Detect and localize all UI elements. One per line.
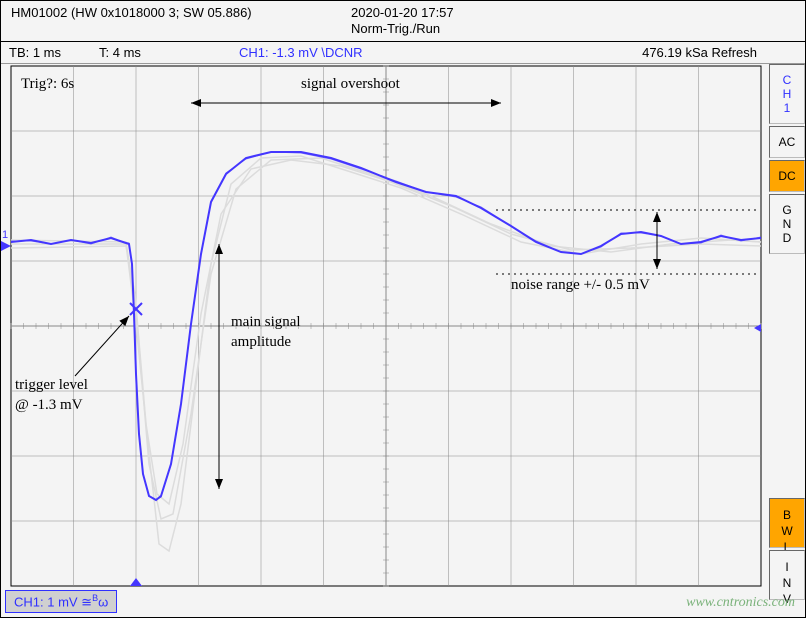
svg-text:1: 1 <box>2 229 8 241</box>
coupling-dc-button[interactable]: DC <box>769 160 805 192</box>
ch1-label[interactable]: C H 1 <box>769 64 805 124</box>
channel-side-controls: C H 1 AC DC G N D B W L I N V <box>769 64 805 602</box>
ch1-footer: CH1: 1 mV ≅Bω <box>5 590 117 613</box>
coupling-gnd-button[interactable]: G N D <box>769 194 805 254</box>
acq-datetime: 2020-01-20 17:57 <box>351 5 454 21</box>
svg-text:trigger level: trigger level <box>15 377 88 393</box>
oscilloscope-plot: 1 Trig?: 6s signal overshoot main signal amp… <box>1 64 769 602</box>
watermark: www.cntronics.com <box>686 595 795 611</box>
plot-svg: 1 Trig?: 6s signal overshoot main signal amp… <box>1 64 769 602</box>
svg-text:amplitude: amplitude <box>231 334 291 350</box>
sample-rate: 476.19 kSa Refresh <box>637 45 797 60</box>
svg-text:noise range +/- 0.5 mV: noise range +/- 0.5 mV <box>511 277 650 293</box>
svg-text:@ -1.3 mV: @ -1.3 mV <box>15 397 83 413</box>
timebase: TB: 1 ms <box>9 45 99 60</box>
time-offset: T: 4 ms <box>99 45 239 60</box>
svg-text:main signal: main signal <box>231 314 301 330</box>
svg-text:Trig?: 6s: Trig?: 6s <box>21 76 74 92</box>
ch1-status: CH1: -1.3 mV \DCNR <box>239 45 439 60</box>
status-bar: TB: 1 ms T: 4 ms CH1: -1.3 mV \DCNR 476.… <box>1 42 805 64</box>
inv-button[interactable]: I N V <box>769 550 805 600</box>
coupling-ac-button[interactable]: AC <box>769 126 805 158</box>
device-id: HM01002 (HW 0x1018000 3; SW 05.886) <box>11 5 351 21</box>
acq-mode: Norm-Trig./Run <box>351 21 454 37</box>
device-header: HM01002 (HW 0x1018000 3; SW 05.886) 2020… <box>1 1 805 42</box>
svg-text:signal overshoot: signal overshoot <box>301 76 401 92</box>
bwl-button[interactable]: B W L <box>769 498 805 548</box>
